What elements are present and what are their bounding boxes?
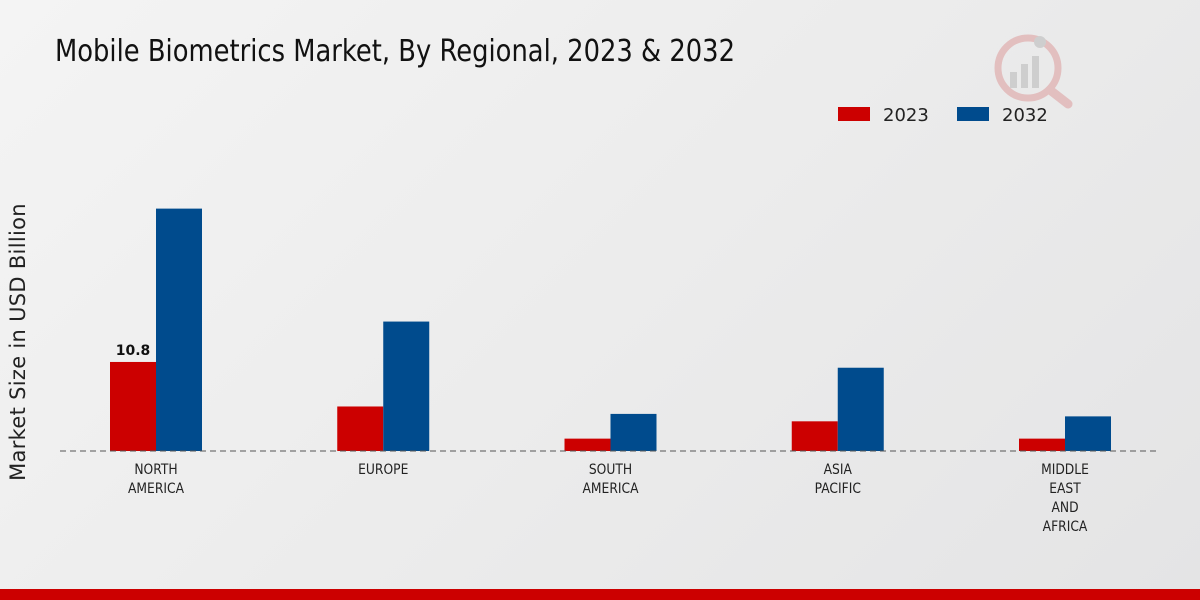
legend-swatch-2032 xyxy=(957,107,989,121)
x-tick-label-line: EAST xyxy=(1049,481,1081,497)
bar-2023-north-america xyxy=(110,361,156,451)
x-tick-label-line: EUROPE xyxy=(358,462,408,478)
x-tick-label-line: MIDDLE xyxy=(1041,462,1089,478)
bar-2023-europe xyxy=(337,406,384,451)
y-axis-label: Market Size in USD Billion xyxy=(6,203,30,481)
bar-2032-south-america xyxy=(610,413,657,451)
bar-2023-south-america xyxy=(564,438,611,451)
legend-swatch-2023 xyxy=(838,107,870,121)
legend: 2023 2032 xyxy=(838,105,1048,126)
x-tick-label-line: AMERICA xyxy=(128,481,184,497)
bar-2032-middle-east-and-africa xyxy=(1065,416,1111,451)
chart-title: Mobile Biometrics Market, By Regional, 2… xyxy=(55,34,736,69)
bottom-accent-bar xyxy=(0,589,1200,600)
bar-2032-asia-pacific xyxy=(837,367,884,451)
bar-2023-middle-east-and-africa xyxy=(1019,438,1065,451)
x-tick-label-line: SOUTH xyxy=(589,462,632,478)
x-tick-label-line: AMERICA xyxy=(582,481,638,497)
bar-2023-asia-pacific xyxy=(791,421,838,451)
x-tick-label: ASIA PACIFIC xyxy=(815,462,861,497)
legend-label-2032: 2032 xyxy=(1002,105,1048,126)
x-tick-label: EUROPE xyxy=(358,462,408,478)
bar-2032-north-america xyxy=(156,208,202,451)
x-tick-label: NORTH AMERICA xyxy=(128,462,184,497)
x-tick-label-line: ASIA xyxy=(824,462,852,478)
x-tick-label: SOUTH AMERICA xyxy=(582,462,638,497)
bar-2032-europe xyxy=(383,321,430,451)
x-tick-label-line: AND xyxy=(1051,500,1078,516)
x-tick-label-line: PACIFIC xyxy=(815,481,861,497)
legend-label-2023: 2023 xyxy=(883,105,929,126)
data-label: 10.8 xyxy=(116,343,151,359)
x-tick-label: MIDDLE EAST AND AFRICA xyxy=(1041,462,1089,535)
x-tick-label-line: AFRICA xyxy=(1043,519,1088,535)
analytics-magnifier-icon xyxy=(994,34,1073,109)
x-tick-label-line: NORTH xyxy=(134,462,177,478)
